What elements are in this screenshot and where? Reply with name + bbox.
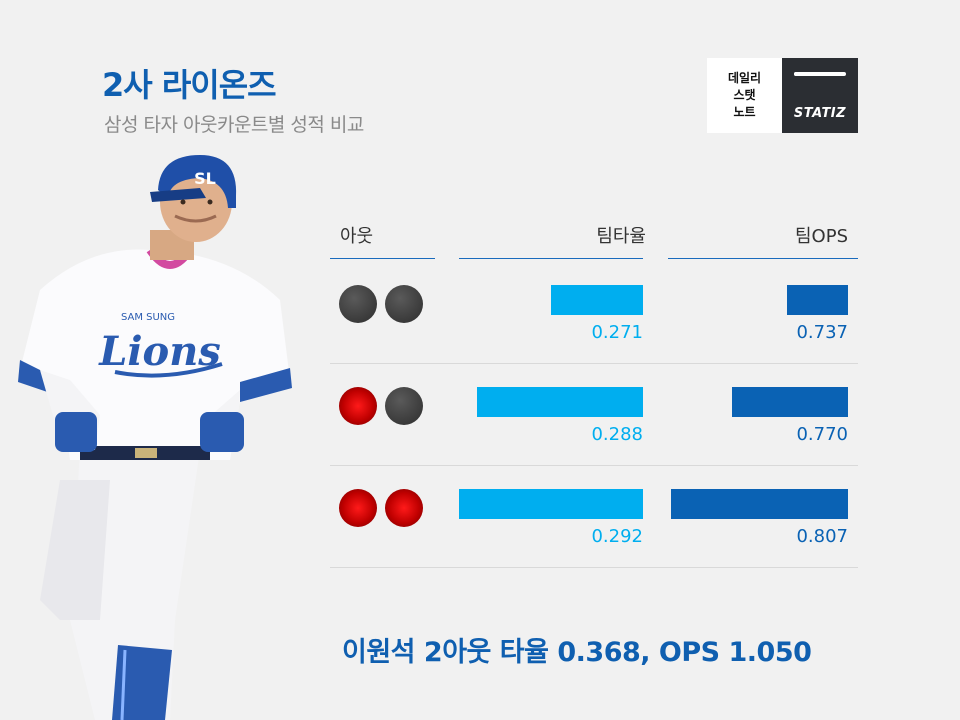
- page-subtitle: 삼성 타자 아웃카운트별 성적 비교: [104, 114, 364, 136]
- team-avg-value: 0.288: [591, 424, 643, 445]
- out-ball-icon: [385, 489, 423, 527]
- column-header-team-avg: 팀타율: [596, 226, 646, 247]
- column-header-team-ops: 팀OPS: [794, 226, 848, 247]
- team-ops-value: 0.807: [796, 526, 848, 547]
- team-avg-value: 0.292: [591, 526, 643, 547]
- svg-text:SL: SL: [194, 169, 216, 188]
- empty-ball-icon: [385, 285, 423, 323]
- statiz-logo: STATIZ: [782, 58, 858, 133]
- team-avg-bar: [459, 489, 643, 519]
- logo-text-block: 데일리 스탯 노트: [707, 58, 782, 133]
- page-title: 2사 라이온즈: [102, 66, 277, 104]
- row-divider: [330, 465, 858, 466]
- team-ops-value: 0.770: [796, 424, 848, 445]
- out-ball-icon: [339, 489, 377, 527]
- svg-text:Lions: Lions: [98, 328, 221, 375]
- player-photo: SAM SUNG Lions SL: [18, 155, 292, 720]
- daily-stat-note-logo: 데일리 스탯 노트 STATIZ: [707, 58, 858, 133]
- team-ops-bar: [786, 285, 848, 315]
- header-rule-avg: [459, 258, 643, 259]
- column-header-outs: 아웃: [340, 226, 374, 247]
- row-divider: [330, 567, 858, 568]
- svg-text:SAM SUNG: SAM SUNG: [121, 312, 175, 323]
- header-rule-ops: [668, 258, 858, 259]
- footer-note: 이원석 2아웃 타율 0.368, OPS 1.050: [342, 637, 812, 668]
- out-ball-icon: [339, 387, 377, 425]
- team-avg-value: 0.271: [591, 322, 643, 343]
- logo-line-1: 데일리: [727, 71, 762, 85]
- logo-line-3: 노트: [733, 105, 756, 119]
- team-ops-bar: [671, 489, 848, 519]
- row-divider: [330, 363, 858, 364]
- team-ops-value: 0.737: [796, 322, 848, 343]
- logo-line-2: 스탯: [733, 88, 756, 102]
- statiz-brand: STATIZ: [793, 106, 847, 121]
- empty-ball-icon: [385, 387, 423, 425]
- empty-ball-icon: [339, 285, 377, 323]
- team-avg-bar: [476, 387, 643, 417]
- header-rule-outs: [330, 258, 435, 259]
- team-avg-bar: [551, 285, 643, 315]
- team-ops-bar: [732, 387, 848, 417]
